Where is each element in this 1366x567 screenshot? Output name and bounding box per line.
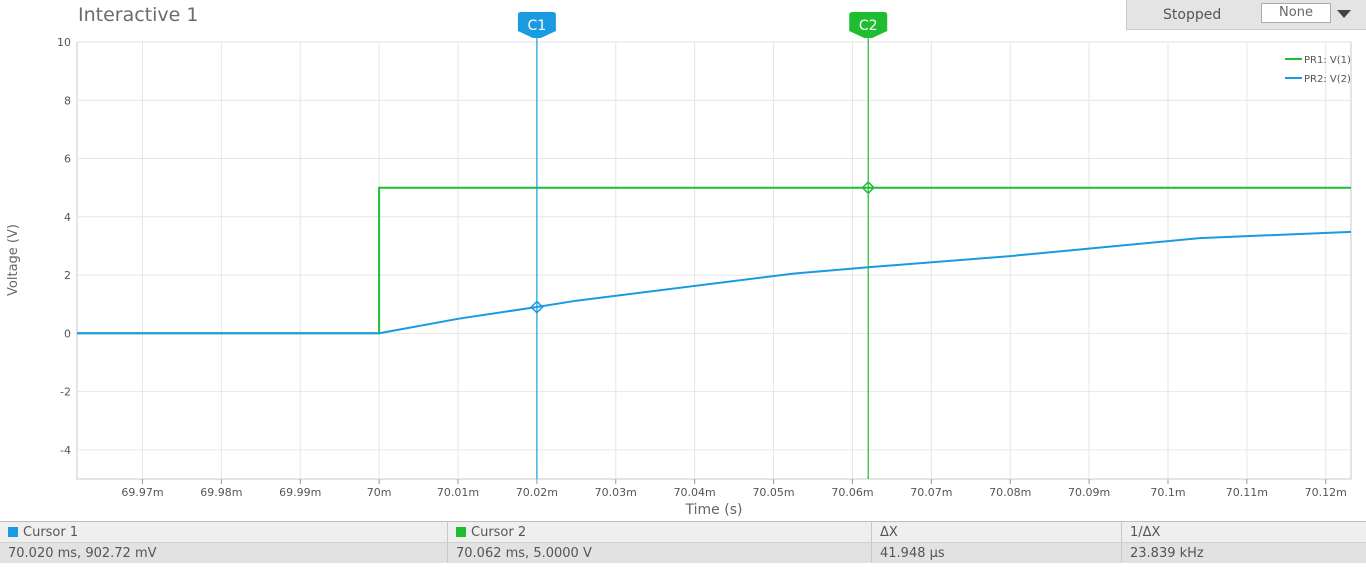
x-tick-label: 70.06m <box>831 486 873 499</box>
series-layer <box>77 186 1352 335</box>
x-tick-label: 69.99m <box>279 486 321 499</box>
y-tick-label: 4 <box>64 211 71 224</box>
x-tick-label: 69.98m <box>200 486 242 499</box>
cursor-label-c1: C1 <box>528 18 547 34</box>
x-tick-label: 70.12m <box>1305 486 1347 499</box>
x-tick-label: 70.09m <box>1068 486 1110 499</box>
x-tick-label: 70.02m <box>516 486 558 499</box>
cursor2-header: Cursor 2 <box>448 522 872 542</box>
cursor-marker-c1 <box>530 300 544 314</box>
y-tick-label: -2 <box>60 386 71 399</box>
mode-select[interactable]: None <box>1261 3 1331 23</box>
delta-x-header: ΔX <box>872 522 1122 542</box>
x-tick-label: 70.08m <box>989 486 1031 499</box>
x-tick-label: 70.01m <box>437 486 479 499</box>
simulation-status-panel: Stopped None <box>1126 0 1366 30</box>
legend-entry-2: PR2: V(2) <box>1304 74 1351 85</box>
plot-background <box>76 41 1352 480</box>
window-title: Interactive 1 <box>78 4 199 26</box>
y-tick-label: -4 <box>60 444 71 457</box>
cursor-marker-c2 <box>861 180 875 195</box>
plot-area[interactable]: 69.97m 69.98m 69.99m 70m 70.01m 70.02m 70.03m 7… <box>0 0 1366 520</box>
cursor1-header-label: Cursor 1 <box>23 525 79 540</box>
cursor-label-c2: C2 <box>859 18 878 34</box>
cursor1-value: 70.020 ms, 902.72 mV <box>0 543 448 563</box>
cursor-handle-c2[interactable] <box>849 12 888 38</box>
y-tick-label: 8 <box>64 94 71 107</box>
x-tick-label: 70.04m <box>674 486 716 499</box>
y-axis-label: Voltage (V) <box>6 224 21 296</box>
cursor-layer[interactable]: C1 C2 <box>517 12 888 479</box>
x-axis-label: Time (s) <box>685 502 743 518</box>
y-tick-label: 10 <box>57 36 71 49</box>
y-tick-label: 0 <box>64 327 71 340</box>
x-tick-label: 70.1m <box>1150 486 1185 499</box>
x-tick-label: 70.11m <box>1226 486 1268 499</box>
cursor2-swatch <box>456 527 466 537</box>
inverse-delta-x-value: 23.839 kHz <box>1130 546 1204 561</box>
cursor-table-values: 70.020 ms, 902.72 mV 70.062 ms, 5.0000 V… <box>0 543 1366 563</box>
x-tick-label: 70.05m <box>752 486 794 499</box>
series-line-2 <box>77 230 1352 335</box>
cursor2-value: 70.062 ms, 5.0000 V <box>448 543 872 563</box>
legend-entry-1: PR1: V(1) <box>1304 55 1351 66</box>
x-axis-ticks: 69.97m 69.98m 69.99m 70m 70.01m 70.02m 70.03m 7… <box>121 479 1347 499</box>
y-tick-label: 6 <box>64 153 71 166</box>
delta-x-value: 41.948 µs <box>872 543 1122 563</box>
inverse-delta-x-header: 1/ΔX <box>1130 525 1161 540</box>
cursor-readout-table: Cursor 1 Cursor 2 ΔX 1/ΔX 70.020 ms, 902… <box>0 521 1366 567</box>
x-tick-label: 69.97m <box>121 486 163 499</box>
cursor1-swatch <box>8 527 18 537</box>
x-tick-label: 70m <box>367 486 392 499</box>
x-tick-label: 70.03m <box>595 486 637 499</box>
x-tick-label: 70.07m <box>910 486 952 499</box>
y-axis-ticks: 10 8 6 4 2 0 -2 -4 <box>57 36 71 457</box>
chevron-down-icon[interactable] <box>1337 10 1351 18</box>
simulation-status-text: Stopped <box>1163 7 1222 23</box>
cursor1-header: Cursor 1 <box>0 522 448 542</box>
legend: PR1: V(1) PR2: V(2) <box>1285 55 1351 85</box>
y-tick-label: 2 <box>64 269 71 282</box>
cursor-handle-c1[interactable] <box>517 12 556 38</box>
cursor-table-header: Cursor 1 Cursor 2 ΔX 1/ΔX <box>0 522 1366 543</box>
cursor2-header-label: Cursor 2 <box>471 525 527 540</box>
